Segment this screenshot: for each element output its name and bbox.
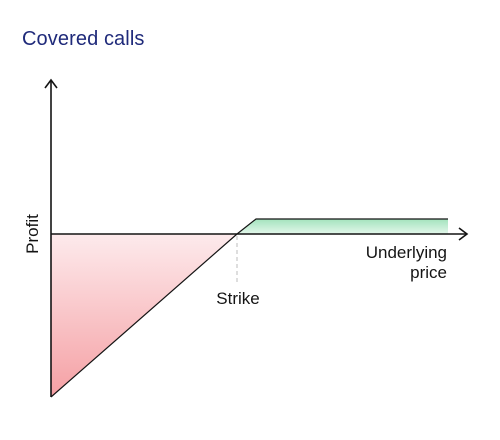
payoff-line — [50, 218, 448, 398]
profit-region — [237, 219, 448, 234]
x-axis-label-line2: price — [410, 263, 447, 282]
x-axis-label-line1: Underlying — [366, 243, 447, 262]
y-axis-label: Profit — [23, 214, 42, 254]
strike-label: Strike — [216, 289, 259, 308]
chart-title: Covered calls — [22, 28, 145, 50]
y-axis-arrow-icon — [44, 78, 58, 89]
x-axis-arrow-icon — [458, 227, 469, 241]
